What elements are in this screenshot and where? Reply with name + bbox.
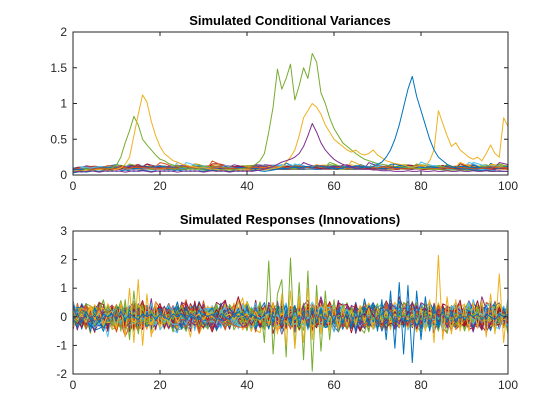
series-group-simulated-responses	[72, 254, 509, 372]
y-tick-label: 0.5	[50, 132, 67, 146]
x-tick-label: 100	[498, 179, 518, 193]
variance-path-highlight	[72, 75, 508, 174]
y-tick-label: 1	[60, 97, 67, 111]
x-tick-label: 80	[414, 378, 428, 392]
x-tick-label: 60	[327, 378, 341, 392]
ticks-simulated-responses: 0 20 40 60 80 100 -2 -1 0 1 2 3	[56, 224, 518, 392]
y-tick-label: 1.5	[50, 61, 67, 75]
chart-title-simulated-responses: Simulated Responses (Innovations)	[180, 212, 400, 227]
axes-box-simulated-responses	[72, 230, 509, 375]
ticks-conditional-variances: 0 20 40 60 80 100 0 0.5 1 1.5 2	[50, 25, 518, 193]
x-tick-label: 20	[153, 378, 167, 392]
variance-path-highlight	[72, 52, 508, 173]
y-tick-label: -2	[56, 367, 67, 381]
axes-conditional-variances: Simulated Conditional Variances 0 20 40 60 8…	[50, 13, 518, 193]
y-tick-label: -1	[56, 338, 67, 352]
variance-path-highlight	[72, 94, 509, 172]
variance-path-highlight	[72, 123, 508, 173]
chart-title-conditional-variances: Simulated Conditional Variances	[189, 13, 391, 28]
y-tick-label: 1	[60, 281, 67, 295]
x-tick-label: 20	[153, 179, 167, 193]
x-tick-label: 40	[240, 378, 254, 392]
x-tick-label: 0	[70, 378, 77, 392]
x-tick-label: 60	[327, 179, 341, 193]
y-tick-label: 2	[60, 25, 67, 39]
series-group-conditional-variances	[72, 52, 509, 174]
axes-box-conditional-variances	[72, 31, 509, 176]
response-path-highlight	[72, 281, 509, 364]
x-tick-label: 80	[414, 179, 428, 193]
x-tick-label: 0	[70, 179, 77, 193]
x-tick-label: 100	[498, 378, 518, 392]
y-tick-label: 0	[60, 310, 67, 324]
y-tick-label: 2	[60, 253, 67, 267]
axes-simulated-responses: Simulated Responses (Innovations) 0 20 40 6…	[56, 212, 518, 392]
x-tick-label: 40	[240, 179, 254, 193]
y-tick-label: 3	[60, 224, 67, 238]
y-tick-label: 0	[60, 168, 67, 182]
variance-path	[72, 165, 509, 172]
